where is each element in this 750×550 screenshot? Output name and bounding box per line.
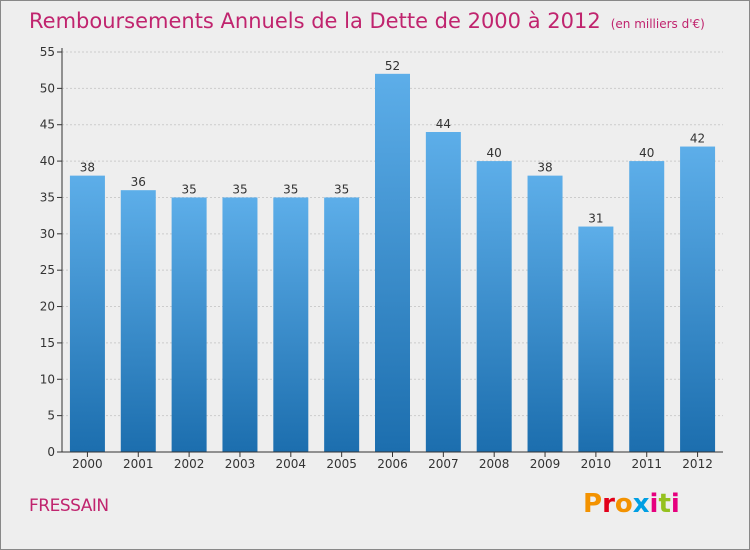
- bar: [680, 146, 716, 452]
- value-label: 35: [232, 182, 247, 196]
- y-tick-label: 5: [47, 409, 55, 423]
- bar: [375, 73, 410, 453]
- y-tick-label: 0: [47, 445, 55, 459]
- y-tick-label: 25: [40, 263, 55, 277]
- logo-letter: P: [583, 489, 603, 519]
- bar: [120, 190, 156, 452]
- x-tick-label: 2005: [326, 457, 357, 471]
- bar: [578, 226, 614, 452]
- logo-letter: i: [670, 489, 680, 519]
- bars: [69, 73, 716, 453]
- x-tick-label: 2000: [72, 457, 103, 471]
- y-tick-label: 45: [40, 118, 55, 132]
- chart-title: Remboursements Annuels de la Dette de 20…: [29, 9, 705, 33]
- x-tick-label: 2008: [479, 457, 510, 471]
- value-label: 35: [283, 182, 298, 196]
- logo-letter: o: [614, 489, 633, 519]
- x-tick-label: 2007: [428, 457, 459, 471]
- value-label: 52: [385, 59, 400, 73]
- x-tick-label: 2003: [225, 457, 256, 471]
- y-tick-label: 15: [40, 336, 55, 350]
- x-tick-label: 2009: [530, 457, 561, 471]
- bar: [273, 197, 309, 452]
- value-label: 36: [131, 175, 146, 189]
- x-tick-label: 2012: [682, 457, 713, 471]
- labels: 0 5 10 15 20 25 30 35 40 45 50 55 38 2000 36 2001 35 2002…: [40, 45, 713, 471]
- logo-letter: x: [632, 489, 650, 519]
- value-label: 38: [537, 161, 552, 175]
- x-tick-label: 2010: [581, 457, 612, 471]
- y-tick-label: 10: [40, 372, 55, 386]
- bar: [171, 197, 207, 452]
- logo-letter: i: [649, 489, 659, 519]
- value-label: 35: [181, 182, 196, 196]
- y-tick-label: 20: [40, 300, 55, 314]
- x-tick-label: 2011: [631, 457, 662, 471]
- commune-name: FRESSAIN: [29, 496, 109, 516]
- proxiti-logo: Proxiti: [583, 489, 680, 519]
- logo-letter: r: [602, 489, 615, 519]
- bar: [69, 175, 105, 453]
- y-tick-label: 50: [40, 81, 55, 95]
- value-label: 42: [690, 132, 705, 146]
- bar: [629, 161, 665, 452]
- bar: [222, 197, 258, 452]
- value-label: 31: [588, 212, 603, 226]
- x-tick-label: 2004: [276, 457, 307, 471]
- y-tick-label: 30: [40, 227, 55, 241]
- x-tick-label: 2001: [123, 457, 154, 471]
- x-tick-label: 2006: [377, 457, 408, 471]
- title-text: Remboursements Annuels de la Dette de 20…: [29, 9, 601, 33]
- bar: [425, 132, 461, 452]
- chart-subtitle: (en milliers d'€): [610, 17, 705, 31]
- bar: [527, 175, 563, 453]
- axes: [57, 48, 723, 457]
- bar: [324, 197, 360, 452]
- y-tick-label: 55: [40, 45, 55, 59]
- value-label: 40: [639, 146, 654, 160]
- value-label: 40: [487, 146, 502, 160]
- x-tick-label: 2002: [174, 457, 205, 471]
- value-label: 35: [334, 182, 349, 196]
- y-tick-label: 35: [40, 190, 55, 204]
- value-label: 44: [436, 117, 451, 131]
- logo-letter: t: [658, 489, 671, 519]
- value-label: 38: [80, 161, 95, 175]
- y-tick-label: 40: [40, 154, 55, 168]
- bar: [476, 161, 512, 452]
